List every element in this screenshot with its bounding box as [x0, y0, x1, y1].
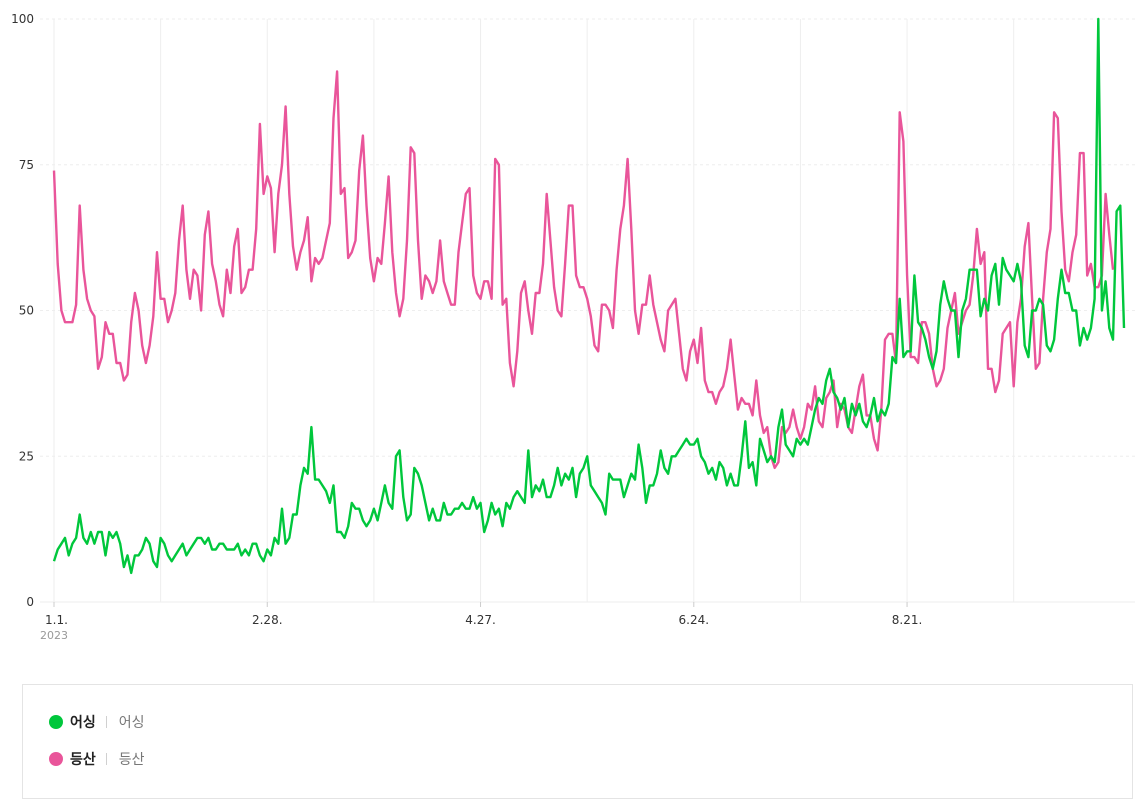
- x-tick-label: 4.27.: [465, 613, 496, 627]
- legend-dot-icon: [49, 715, 63, 729]
- x-axis-year-label: 2023: [40, 629, 68, 642]
- legend-label: 등산: [70, 752, 96, 768]
- series-lines: [52, 17, 1126, 575]
- x-axis: 1.1. 2.28. 4.27. 6.24. 8.21.: [45, 602, 922, 627]
- series-line-earthing[interactable]: [52, 17, 1126, 575]
- legend-divider: [105, 753, 107, 765]
- series-line-hiking[interactable]: [52, 70, 1115, 470]
- y-axis: 0 25 50 75 100: [11, 12, 34, 609]
- legend-dot-icon: [49, 752, 63, 766]
- x-tick-label: 6.24.: [679, 613, 710, 627]
- legend-sublabel: 어싱: [118, 715, 145, 731]
- y-tick-label: 50: [19, 304, 34, 318]
- x-tick-label: 2.28.: [252, 613, 283, 627]
- x-tick-label: 1.1.: [45, 613, 68, 627]
- legend-label: 어싱: [70, 715, 96, 731]
- line-chart: 0 25 50 75 100 1.1. 2.28. 4.27. 6.24. 8.21. 2023: [11, 12, 1135, 642]
- grid: [40, 18, 1135, 603]
- x-tick-label: 8.21.: [892, 613, 923, 627]
- legend-item-earthing[interactable]: 어싱 어싱: [49, 711, 145, 733]
- legend-item-hiking[interactable]: 등산 등산: [49, 748, 145, 770]
- legend: 어싱 어싱 등산 등산: [22, 684, 1133, 799]
- y-tick-label: 100: [11, 12, 34, 26]
- legend-sublabel: 등산: [118, 752, 145, 768]
- y-tick-label: 25: [19, 449, 34, 463]
- y-tick-label: 75: [19, 158, 34, 172]
- y-tick-label: 0: [26, 595, 34, 609]
- legend-divider: [105, 716, 107, 728]
